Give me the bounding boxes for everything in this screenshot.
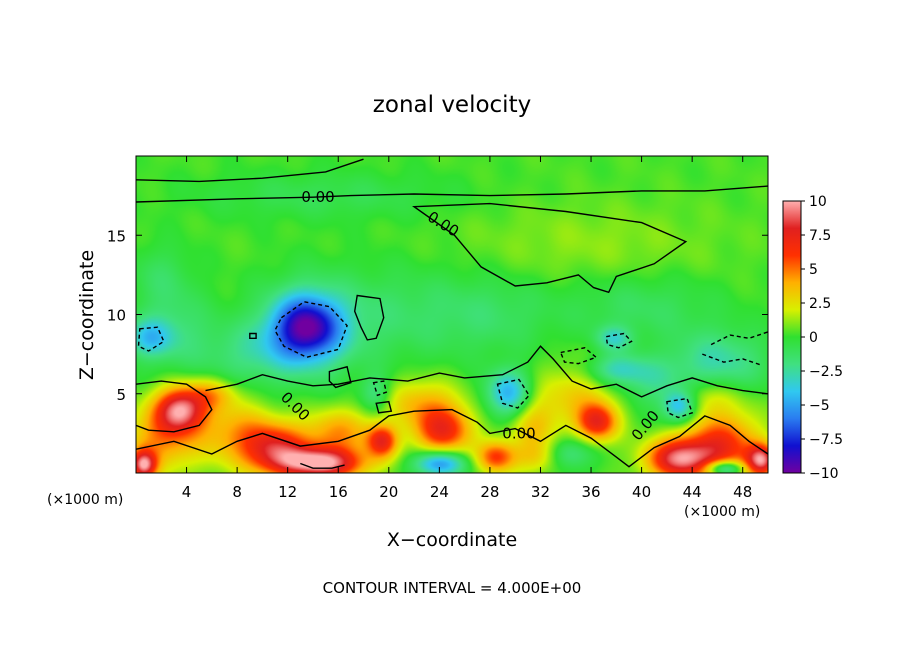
colorbar: 10 7.5 5 2.5 0 −2.5 −5 −7.5 −10 (782, 194, 843, 482)
colorbar-tick-label: 7.5 (809, 228, 831, 244)
colorbar-tick-label: 5 (809, 262, 818, 278)
y-axis-ticks: 5 10 15 (107, 227, 768, 404)
colorbar-tick-label: 2.5 (809, 296, 831, 312)
contour-line (300, 462, 345, 469)
contour-line (372, 380, 388, 397)
x-tick-label: 12 (278, 483, 297, 501)
contour-line (137, 326, 165, 352)
contour-line (136, 185, 768, 203)
y-axis-label: Z−coordinate (76, 250, 98, 380)
heatmap-field (136, 156, 768, 473)
contour-line (605, 332, 633, 349)
contour-line (136, 380, 213, 433)
contour-line (666, 397, 694, 419)
x-tick-label: 24 (430, 483, 449, 501)
contour-line (136, 408, 768, 468)
x-unit-left: (×1000 m) (47, 492, 123, 508)
y-tick-label: 15 (107, 227, 126, 245)
x-tick-label: 20 (379, 483, 398, 501)
colorbar-tick-label: −5 (809, 398, 830, 414)
chart-title: zonal velocity (373, 92, 531, 118)
x-tick-label: 4 (182, 483, 192, 501)
colorbar-tick-label: 10 (809, 194, 827, 210)
contour-line (274, 301, 348, 359)
x-tick-label: 28 (480, 483, 499, 501)
colorbar-tick-label: 0 (809, 330, 818, 346)
x-tick-label: 16 (329, 483, 348, 501)
x-unit-right: (×1000 m) (684, 504, 760, 520)
plot-area: 0.000.000.000.00 0.00 4 8 12 16 20 24 28 32 36 40 4… (107, 155, 769, 501)
contour-line (249, 332, 257, 339)
contour-line (136, 158, 364, 183)
colorbar-tick-label: −10 (809, 466, 839, 482)
contour-label: 0.00 (301, 188, 334, 206)
x-axis-ticks: 4 8 12 16 20 24 28 32 36 40 44 48 (182, 156, 752, 501)
y-tick-label: 10 (107, 307, 126, 325)
colorbar-gradient (782, 200, 802, 474)
colorbar-ticks: 10 7.5 5 2.5 0 −2.5 −5 −7.5 −10 (801, 194, 843, 482)
y-tick-label: 5 (116, 386, 126, 404)
colorbar-tick-label: −2.5 (809, 364, 843, 380)
contour-line (710, 331, 768, 346)
contour-line (353, 294, 385, 341)
contour-line (375, 400, 393, 414)
contour-lines (136, 158, 768, 469)
x-tick-label: 32 (531, 483, 550, 501)
contour-interval-note: CONTOUR INTERVAL = 4.000E+00 (323, 579, 582, 597)
x-axis-label: X−coordinate (387, 529, 517, 551)
x-tick-label: 48 (733, 483, 752, 501)
x-tick-label: 36 (581, 483, 600, 501)
x-tick-label: 8 (232, 483, 242, 501)
colorbar-tick-label: −7.5 (809, 432, 843, 448)
contour-line (559, 347, 598, 365)
x-tick-label: 44 (683, 483, 702, 501)
contour-line (328, 365, 352, 389)
contour-line (702, 353, 762, 366)
contour-line (205, 345, 768, 398)
contour-line (496, 378, 530, 409)
contour-line (412, 202, 688, 294)
x-tick-label: 40 (632, 483, 651, 501)
contour-label: 0.00 (502, 424, 535, 442)
